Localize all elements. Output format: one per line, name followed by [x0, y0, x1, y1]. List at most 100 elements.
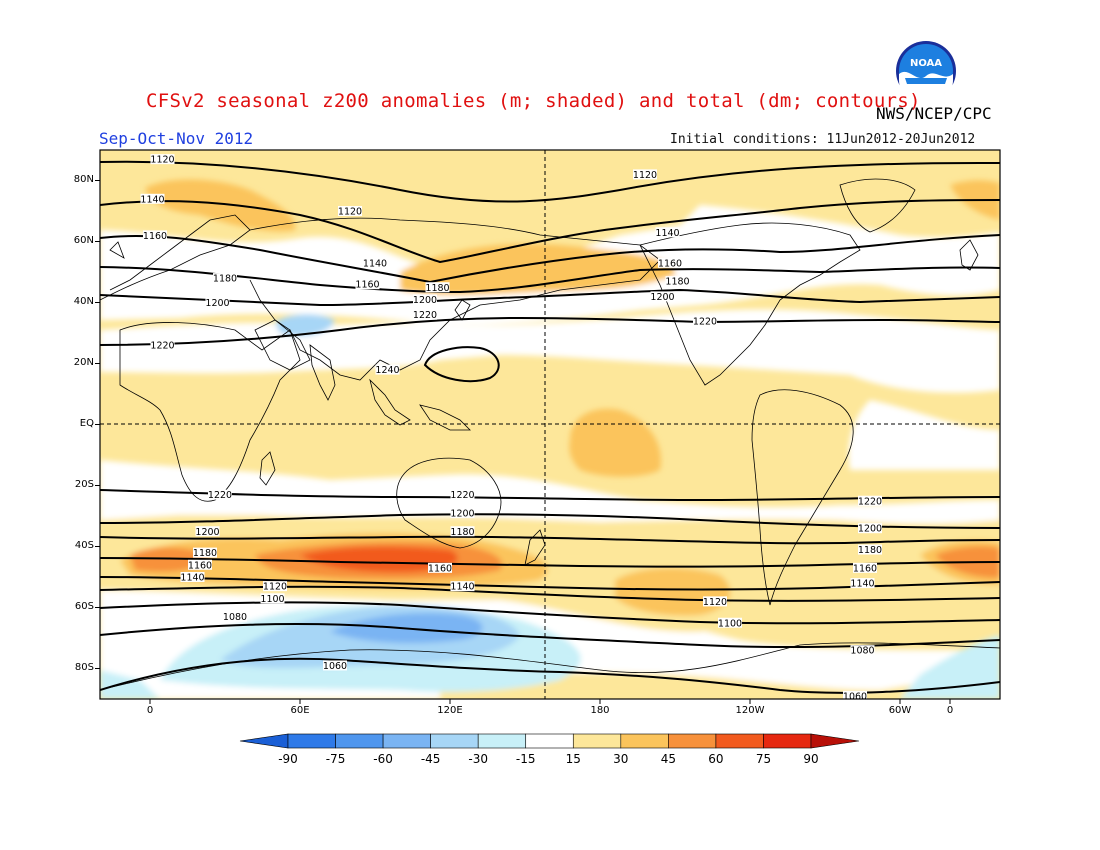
contour-label: 1160	[143, 231, 167, 242]
contour-label-bg	[413, 309, 437, 320]
lat-label: 80S	[74, 661, 94, 673]
anomaly-orange-arctic-west	[145, 179, 296, 232]
contour-label-bg	[263, 581, 287, 592]
contour-1060-south	[100, 657, 1000, 694]
contour-label-bg	[858, 523, 882, 534]
contour-label: 1220	[150, 341, 174, 352]
colorbar	[239, 733, 860, 749]
lon-label: 60W	[888, 705, 912, 716]
coast-uk	[109, 239, 979, 271]
contour-label-bg	[850, 578, 875, 589]
colorbar-segment	[572, 733, 622, 749]
contour-label-bg	[450, 526, 475, 537]
contour-label-bg	[450, 581, 475, 592]
season-label: Sep-Oct-Nov 2012	[99, 129, 254, 148]
contour-1100-south	[100, 601, 1000, 625]
contour-label: 1200	[195, 527, 219, 538]
lon-label: 60E	[290, 705, 310, 716]
contour-label-bg	[150, 340, 175, 351]
contour-1120-north	[100, 160, 1000, 203]
contour-label-bg	[363, 257, 387, 268]
contour-label-bg	[180, 572, 205, 582]
coast-south-america	[751, 389, 854, 606]
colorbar-label: 75	[755, 752, 772, 766]
colorbar-arrow-low	[239, 733, 289, 749]
coast-madagascar	[259, 451, 276, 486]
colorbar-label: -30	[468, 752, 488, 766]
contour-label-bg	[140, 193, 165, 204]
initial-conditions-label: Initial conditions: 11Jun2012-20Jun2012	[670, 132, 976, 147]
contour-label-bg	[195, 526, 220, 537]
contour-label: 1180	[213, 274, 237, 285]
anomaly-orange-south-pacific	[615, 568, 731, 616]
colorbar-label: -45	[420, 752, 441, 766]
colorbar-segment	[477, 733, 527, 749]
contour-label: 1140	[180, 573, 204, 584]
lat-label: 40N	[73, 295, 94, 307]
contour-label-bg	[338, 206, 362, 216]
anomaly-red-south	[300, 546, 458, 573]
contour-label-bg	[213, 273, 237, 284]
coast-greenland	[839, 178, 916, 233]
colorbar-segment	[763, 733, 812, 749]
colorbar-label: -90	[278, 752, 298, 766]
lon-label: 0	[946, 705, 954, 716]
contour-label: 1160	[853, 563, 877, 574]
contour-label: 1180	[665, 277, 689, 288]
contour-label: 1080	[223, 612, 247, 623]
anomaly-white-east-atlantic	[848, 400, 1000, 470]
contour-label-bg	[655, 227, 680, 238]
contour-label: 1060	[843, 691, 867, 702]
contour-1220-north	[100, 316, 1000, 346]
coast-north-america	[639, 222, 861, 386]
anomaly-orange-pacific-eq	[569, 408, 661, 477]
colorbar-label: 90	[803, 752, 819, 766]
contour-1140-north	[100, 199, 1000, 264]
contour-label: 1220	[413, 310, 437, 321]
contour-label-bg	[718, 617, 742, 628]
contour-label-bg	[150, 154, 175, 165]
contour-label: 1220	[693, 316, 717, 327]
contour-label-bg	[850, 645, 875, 656]
anomaly-lightblue-west	[100, 670, 160, 699]
contour-label: 1200	[450, 508, 474, 519]
colorbar-label: 45	[660, 752, 676, 766]
axis-ticks	[95, 180, 951, 704]
contour-label-bg	[260, 593, 285, 604]
contour-label: 1220	[858, 496, 882, 507]
coast-asia	[249, 217, 661, 381]
chart-title: CFSv2 seasonal z200 anomalies (m; shaded…	[146, 90, 921, 112]
contour-1080-south	[100, 623, 1000, 649]
contour-1220-south	[100, 489, 1000, 502]
anomaly-lightblue-east	[900, 635, 1000, 699]
contour-label: 1180	[858, 545, 882, 556]
lat-label: 60S	[74, 600, 94, 612]
contour-label-bg	[843, 690, 867, 699]
contour-1200-south	[100, 513, 1000, 529]
contour-label: 1120	[150, 155, 174, 166]
contour-label-bg	[650, 291, 675, 302]
agency-label: NWS/NCEP/CPC	[876, 104, 992, 123]
contour-label-bg	[375, 364, 400, 375]
colorbar-segment	[335, 733, 384, 749]
coast-africa	[119, 322, 301, 502]
contour-label: 1160	[355, 280, 379, 291]
contour-label-bg	[858, 495, 882, 506]
contour-label: 1120	[338, 207, 362, 218]
noaa-logo: NOAA	[896, 41, 956, 102]
contour-label: 1220	[208, 490, 232, 501]
contour-label-bg	[413, 294, 437, 305]
lat-label: 60N	[73, 234, 94, 246]
coast-japan	[454, 299, 471, 321]
contour-1200-north	[100, 288, 1000, 307]
contour-label-bg	[425, 282, 450, 293]
colorbar-label: 60	[708, 752, 724, 766]
coast-australia	[396, 457, 502, 549]
contour-label-bg	[665, 276, 690, 287]
contour-label-bg	[853, 562, 877, 573]
coastlines	[100, 178, 1000, 691]
contour-label: 1200	[413, 295, 437, 306]
coast-se-asia	[369, 378, 471, 431]
